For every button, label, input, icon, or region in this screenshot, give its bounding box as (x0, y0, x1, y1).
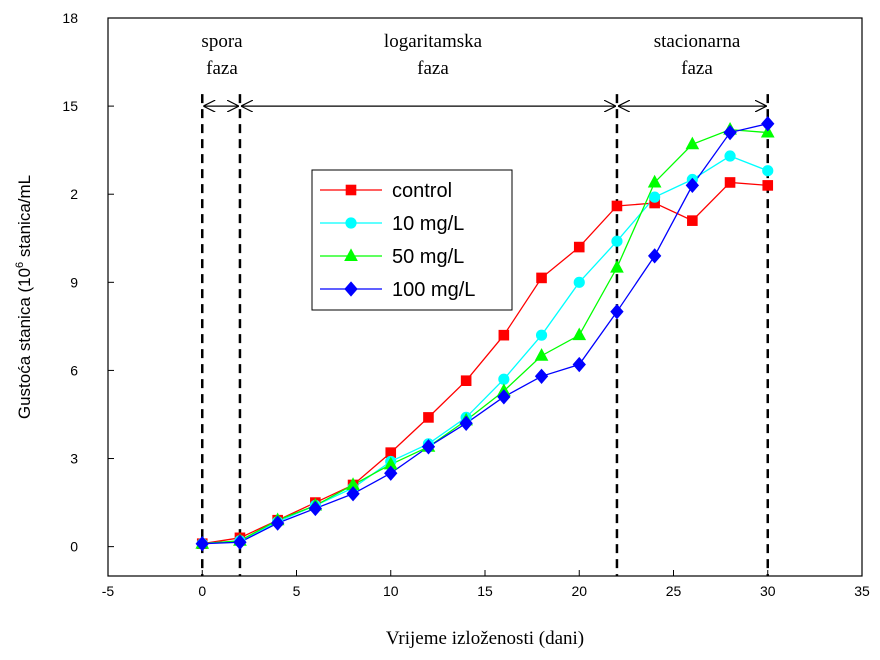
x-tick-label: 30 (760, 583, 776, 599)
marker (346, 486, 360, 502)
marker (610, 304, 624, 320)
marker (498, 373, 510, 385)
series-line (202, 181, 768, 545)
marker (647, 174, 662, 188)
x-tick-label: 25 (666, 583, 682, 599)
marker (497, 389, 511, 405)
y-axis-label-sup: 6 (14, 262, 26, 268)
y-tick-label: 9 (70, 274, 78, 290)
marker (572, 327, 587, 341)
y-axis-label-part: Gustoća stanica (10 (15, 268, 34, 419)
marker (610, 259, 624, 273)
x-axis-label: Vrijeme izloženosti (dani) (386, 628, 584, 649)
legend-marker (345, 184, 357, 196)
marker (685, 136, 700, 150)
series-line (202, 128, 768, 545)
marker (195, 536, 209, 552)
marker (611, 235, 623, 247)
phase-label: faza (417, 58, 449, 79)
marker (421, 439, 436, 455)
x-tick-label: 10 (383, 583, 399, 599)
x-tick-label: -5 (102, 583, 115, 599)
legend-label: 50 mg/L (392, 246, 464, 268)
marker (724, 177, 736, 188)
phase-label: faza (206, 58, 238, 79)
x-tick-label: 20 (571, 583, 587, 599)
phase-label: spora (201, 31, 243, 52)
legend-frame (311, 169, 513, 311)
marker (498, 329, 510, 341)
marker (761, 116, 775, 132)
marker (687, 215, 698, 226)
marker (534, 348, 549, 361)
marker (536, 272, 547, 284)
legend-marker (344, 248, 358, 261)
legend: control 10 mg/L 50 mg/L 100 mg/L (311, 169, 513, 311)
marker (762, 165, 774, 177)
legend-label: 10 mg/L (392, 213, 464, 235)
marker (572, 356, 586, 373)
marker (459, 415, 473, 431)
marker (535, 329, 548, 341)
x-tick-label: 0 (198, 583, 206, 599)
marker (423, 412, 434, 423)
marker (270, 515, 285, 531)
y-tick-label: 3 (70, 451, 78, 467)
y-tick-label: 15 (62, 98, 78, 114)
y-tick-label: 0 (70, 539, 78, 555)
y-tick-label: 2 (70, 186, 78, 202)
marker (534, 368, 549, 384)
marker (647, 248, 662, 264)
y-axis-label-part: stanica/mL (15, 175, 34, 262)
marker (573, 241, 585, 253)
series-line (202, 155, 768, 545)
phase-label: stacionarna (654, 31, 741, 52)
x-tick-label: 35 (854, 583, 870, 599)
marker (308, 500, 323, 517)
marker (723, 124, 737, 141)
legend-marker (345, 217, 357, 229)
x-tick-label: 5 (293, 583, 301, 599)
legend-label: control (392, 180, 452, 202)
y-tick-label: 18 (62, 10, 78, 26)
marker (573, 276, 585, 288)
marker (233, 534, 247, 550)
phase-label: logaritamska (384, 31, 483, 52)
marker (649, 191, 661, 203)
legend-marker (344, 281, 358, 297)
legend-label: 100 mg/L (392, 279, 475, 301)
marker (762, 180, 774, 191)
x-tick-label: 15 (477, 583, 493, 599)
marker (685, 177, 700, 194)
y-axis-label: Gustoća stanica (106 stanica/mL (14, 175, 34, 419)
marker (611, 200, 623, 212)
marker (384, 465, 398, 481)
marker (724, 150, 736, 162)
phase-label: faza (681, 58, 713, 79)
y-tick-label: 6 (70, 362, 78, 378)
marker (460, 375, 472, 386)
marker (760, 124, 775, 138)
series-line (202, 123, 768, 545)
